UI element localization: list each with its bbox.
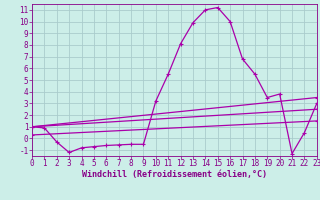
X-axis label: Windchill (Refroidissement éolien,°C): Windchill (Refroidissement éolien,°C) bbox=[82, 170, 267, 179]
